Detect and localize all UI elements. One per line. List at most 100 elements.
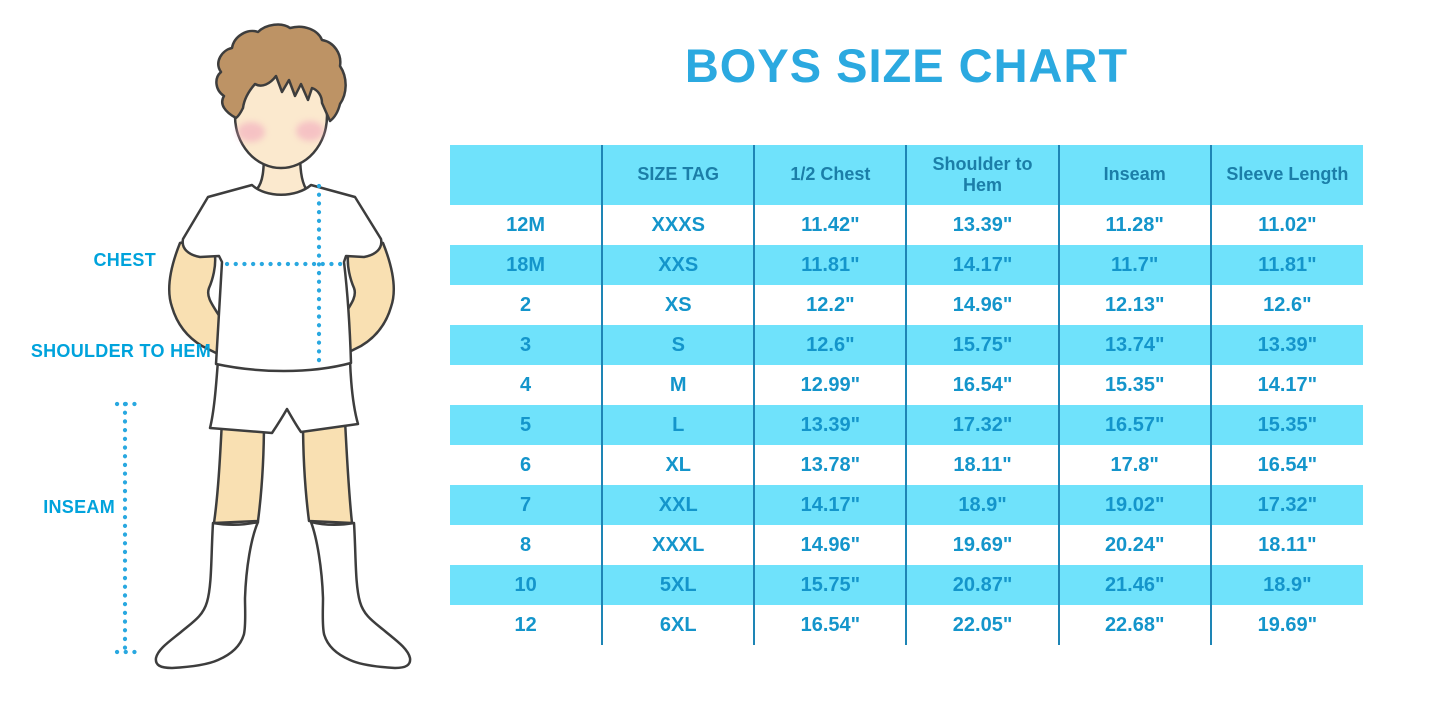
measurement-cell: 12.99"	[754, 365, 908, 405]
measurement-cell: 12.13"	[1058, 285, 1212, 325]
measurement-cell: L	[602, 405, 756, 445]
column-header-shoulder-to-hem: Shoulder to Hem	[906, 145, 1060, 205]
measurement-cell: 11.42"	[754, 205, 908, 245]
measurement-cell: 22.68"	[1058, 605, 1212, 645]
measurement-cell: XXL	[602, 485, 756, 525]
left-cheek-blush	[237, 122, 265, 142]
measurement-cell: 18.9"	[906, 485, 1060, 525]
size-table: SIZE TAG 1/2 Chest Shoulder to Hem Insea…	[450, 145, 1363, 645]
measurement-cell: 14.17"	[1257, 373, 1318, 396]
size-cell: 12M	[450, 205, 604, 245]
table-row: 3 S 12.6" 15.75" 13.74" 13.39"	[450, 325, 1363, 365]
t-shirt	[181, 183, 383, 373]
measurement-cell: 12.6"	[754, 325, 908, 365]
measurement-cell: 6XL	[602, 605, 756, 645]
table-row: 10 5XL 15.75" 20.87" 21.46" 18.9"	[450, 565, 1363, 605]
table-row: 7 XXL 14.17" 18.9" 19.02" 17.32"	[450, 485, 1363, 525]
page-title: BOYS SIZE CHART	[684, 39, 1129, 92]
size-cell: 7	[450, 485, 604, 525]
measurement-cell: 13.39"	[906, 205, 1060, 245]
left-arm	[167, 233, 222, 356]
size-cell: 18M	[450, 245, 604, 285]
left-sock	[154, 520, 260, 670]
measurement-cell: 11.81"	[1210, 245, 1363, 285]
measurement-cell: 16.54"	[754, 605, 908, 645]
measurement-cell: 21.46"	[1058, 565, 1212, 605]
column-header-size-tag: SIZE TAG	[602, 145, 756, 205]
measurement-cell: XXXL	[602, 525, 756, 565]
measurement-cell: 16.57"	[1058, 405, 1212, 445]
measurement-cell: 14.17"	[906, 245, 1060, 285]
table-row: 5 L 13.39" 17.32" 16.57" 15.35"	[450, 405, 1363, 445]
measurement-cell: 17.32"	[1210, 485, 1363, 525]
size-table-body: 12M XXXS 11.42" 13.39" 11.28" 11.02" 18M XXS 11.…	[450, 205, 1363, 645]
table-row: 6 XL 13.78" 18.11" 17.8" 16.54"	[450, 445, 1363, 485]
measurement-cell: 5XL	[602, 565, 756, 605]
measurement-cell: 11.81"	[754, 245, 908, 285]
column-header-inseam: Inseam	[1058, 145, 1212, 205]
measurement-cell: 16.54"	[906, 365, 1060, 405]
table-row: 8 XXXL 14.96" 19.69" 20.24" 18.11"	[450, 525, 1363, 565]
chest-label: CHEST	[93, 250, 156, 270]
measurement-cell: 13.39"	[1210, 325, 1363, 365]
measurement-cell: XXS	[602, 245, 756, 285]
measurement-cell: 17.8"	[1058, 445, 1212, 485]
measurement-cell: 11.7"	[1058, 245, 1212, 285]
measurement-cell: 12.2"	[754, 285, 908, 325]
measurement-cell: S	[602, 325, 756, 365]
table-row: 2 XS 12.2" 14.96" 12.13" 12.6"	[450, 285, 1363, 325]
right-cheek-blush	[296, 121, 324, 141]
measurement-cell: 14.17"	[754, 485, 908, 525]
right-leg	[301, 418, 354, 525]
measurement-cell: 18.9"	[1210, 565, 1363, 605]
size-table-header: SIZE TAG 1/2 Chest Shoulder to Hem Insea…	[450, 145, 1363, 205]
measurement-cell: M	[602, 365, 756, 405]
measurement-cell: 20.87"	[906, 565, 1060, 605]
size-cell: 8	[450, 525, 604, 565]
size-cell: 4	[450, 365, 604, 405]
inseam-measure-line	[114, 401, 144, 655]
hair	[215, 23, 347, 123]
measurement-cell: 14.96"	[754, 525, 908, 565]
measurement-cell: 22.05"	[906, 605, 1060, 645]
column-header-half-chest: 1/2 Chest	[754, 145, 908, 205]
measurement-cell: 19.02"	[1058, 485, 1212, 525]
measurement-cell: 15.75"	[754, 565, 908, 605]
measurement-cell: 12.6"	[1263, 293, 1312, 316]
right-arm	[341, 233, 396, 356]
inseam-label: INSEAM	[43, 497, 115, 517]
size-cell: 3	[450, 325, 604, 365]
measurement-cell: 13.74"	[1058, 325, 1212, 365]
measurement-cell: 13.78"	[754, 445, 908, 485]
measurement-cell: 14.96"	[906, 285, 1060, 325]
measurement-cell: XL	[602, 445, 756, 485]
table-row: 12M XXXS 11.42" 13.39" 11.28" 11.02"	[450, 205, 1363, 245]
size-cell: 6	[450, 445, 604, 485]
boy-measurement-illustration	[114, 23, 412, 670]
measurement-cell: XS	[602, 285, 756, 325]
size-cell: 2	[450, 285, 604, 325]
measurement-cell: 20.24"	[1058, 525, 1212, 565]
table-row: 18M XXS 11.81" 14.17" 11.7" 11.81"	[450, 245, 1363, 285]
size-cell: 5	[450, 405, 604, 445]
measurement-cell: 19.69"	[906, 525, 1060, 565]
column-header-size	[450, 145, 604, 205]
measurement-cell: 16.54"	[1257, 453, 1318, 476]
column-header-sleeve-length: Sleeve Length	[1210, 145, 1363, 205]
header-row: SIZE TAG 1/2 Chest Shoulder to Hem Insea…	[450, 145, 1363, 205]
size-cell: 10	[450, 565, 604, 605]
measurement-cell: 13.39"	[754, 405, 908, 445]
measurement-cell: 11.02"	[1258, 213, 1317, 236]
right-sock	[309, 520, 412, 670]
table-row: 12 6XL 16.54" 22.05" 22.68" 19.69"	[450, 605, 1363, 645]
size-cell: 12	[450, 605, 604, 645]
table-row: 4 M 12.99" 16.54" 15.35" 14.17"	[450, 365, 1363, 405]
left-leg	[212, 418, 266, 525]
measurement-cell: 18.11"	[906, 445, 1060, 485]
measurement-cell: 11.28"	[1058, 205, 1212, 245]
shoulder-to-hem-label: SHOULDER TO HEM	[30, 341, 211, 361]
measurement-cell: XXXS	[602, 205, 756, 245]
measurement-cell: 19.69"	[1257, 613, 1318, 636]
measurement-cell: 15.35"	[1210, 405, 1363, 445]
